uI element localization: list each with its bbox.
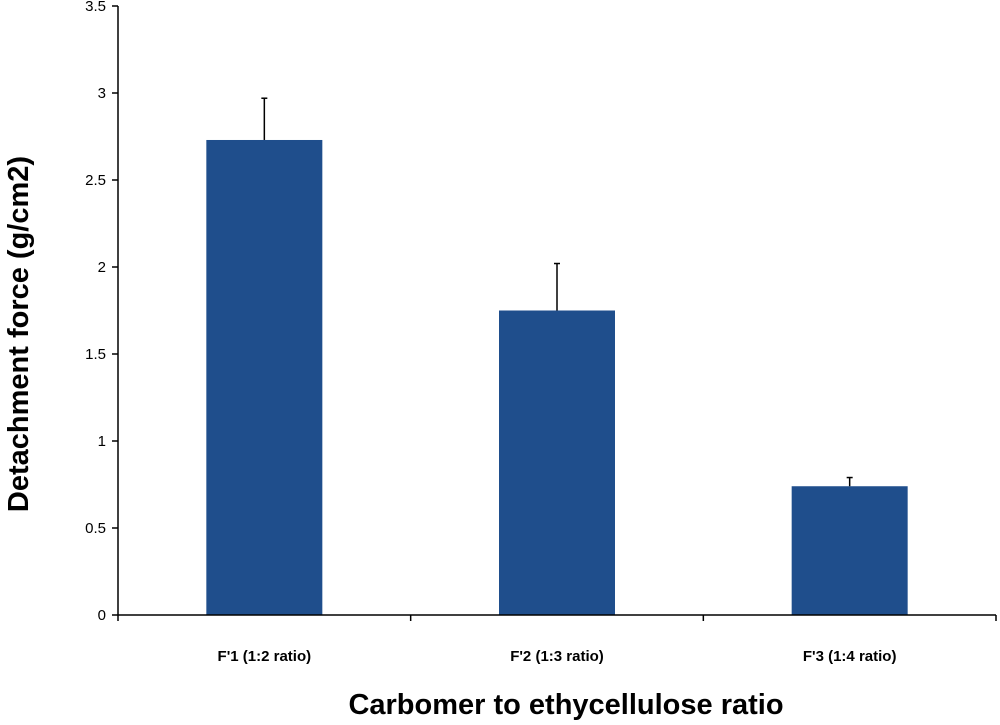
x-category-label: F'1 (1:2 ratio) bbox=[218, 648, 312, 665]
y-axis-ticks: 0 0.5 1 1.5 2 2.5 3 3.5 bbox=[85, 0, 118, 624]
y-tick-label: 1 bbox=[98, 433, 106, 450]
y-tick-label: 0.5 bbox=[85, 520, 106, 537]
y-tick-label: 3 bbox=[98, 85, 106, 102]
x-category-label: F'2 (1:3 ratio) bbox=[510, 648, 604, 665]
x-category-label: F'3 (1:4 ratio) bbox=[803, 648, 897, 665]
y-tick-label: 2.5 bbox=[85, 172, 106, 189]
y-tick-label: 2 bbox=[98, 259, 106, 276]
y-axis-title: Detachment force (g/cm2) bbox=[3, 156, 35, 512]
y-tick-label: 3.5 bbox=[85, 0, 106, 15]
y-tick-label: 1.5 bbox=[85, 346, 106, 363]
bar bbox=[499, 310, 615, 615]
x-axis-ticks: F'1 (1:2 ratio) F'2 (1:3 ratio) F'3 (1:4 r… bbox=[117, 615, 997, 665]
bar bbox=[206, 139, 323, 616]
bars bbox=[206, 139, 908, 616]
x-axis-title: Carbomer to ethycellulose ratio bbox=[348, 689, 783, 721]
bar bbox=[791, 486, 908, 615]
y-tick-label: 0 bbox=[98, 607, 106, 624]
error-bars bbox=[261, 97, 853, 487]
